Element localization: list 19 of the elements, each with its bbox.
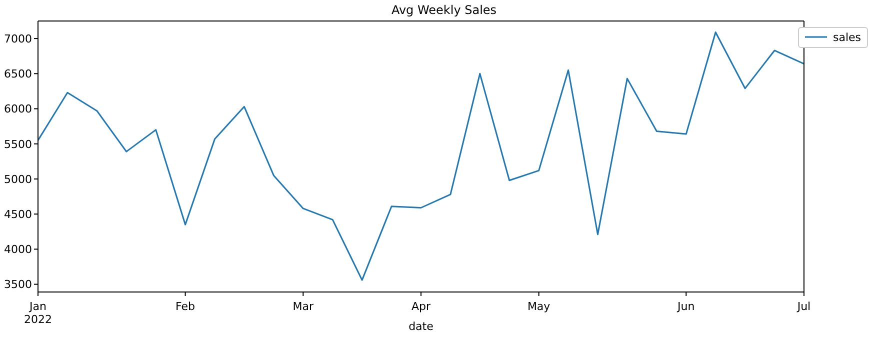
x-axis-title: date: [408, 320, 434, 333]
line-series: [38, 31, 804, 281]
x-tick-label: Jul: [796, 300, 811, 313]
y-tick-label: 4500: [4, 208, 32, 221]
chart-title: Avg Weekly Sales: [390, 3, 498, 17]
y-tick-label: 3500: [4, 278, 32, 292]
x-tick-label: May: [527, 300, 551, 313]
x-tick-label: Mar: [292, 300, 314, 313]
y-tick-label: 5000: [4, 172, 32, 186]
y-tick-label: 6000: [4, 102, 32, 116]
x-tick-label: Jan 2022: [24, 300, 52, 326]
y-tick-label: 4000: [4, 243, 32, 256]
y-tick-label: 5500: [4, 138, 32, 151]
y-tick-label: 6500: [4, 68, 32, 81]
x-tick-label: Jun: [676, 300, 695, 313]
x-tick-label: Feb: [176, 300, 196, 313]
y-tick-label: 7000: [4, 32, 32, 46]
x-tick-label: Apr: [411, 300, 431, 313]
legend-label: sales: [832, 30, 861, 44]
